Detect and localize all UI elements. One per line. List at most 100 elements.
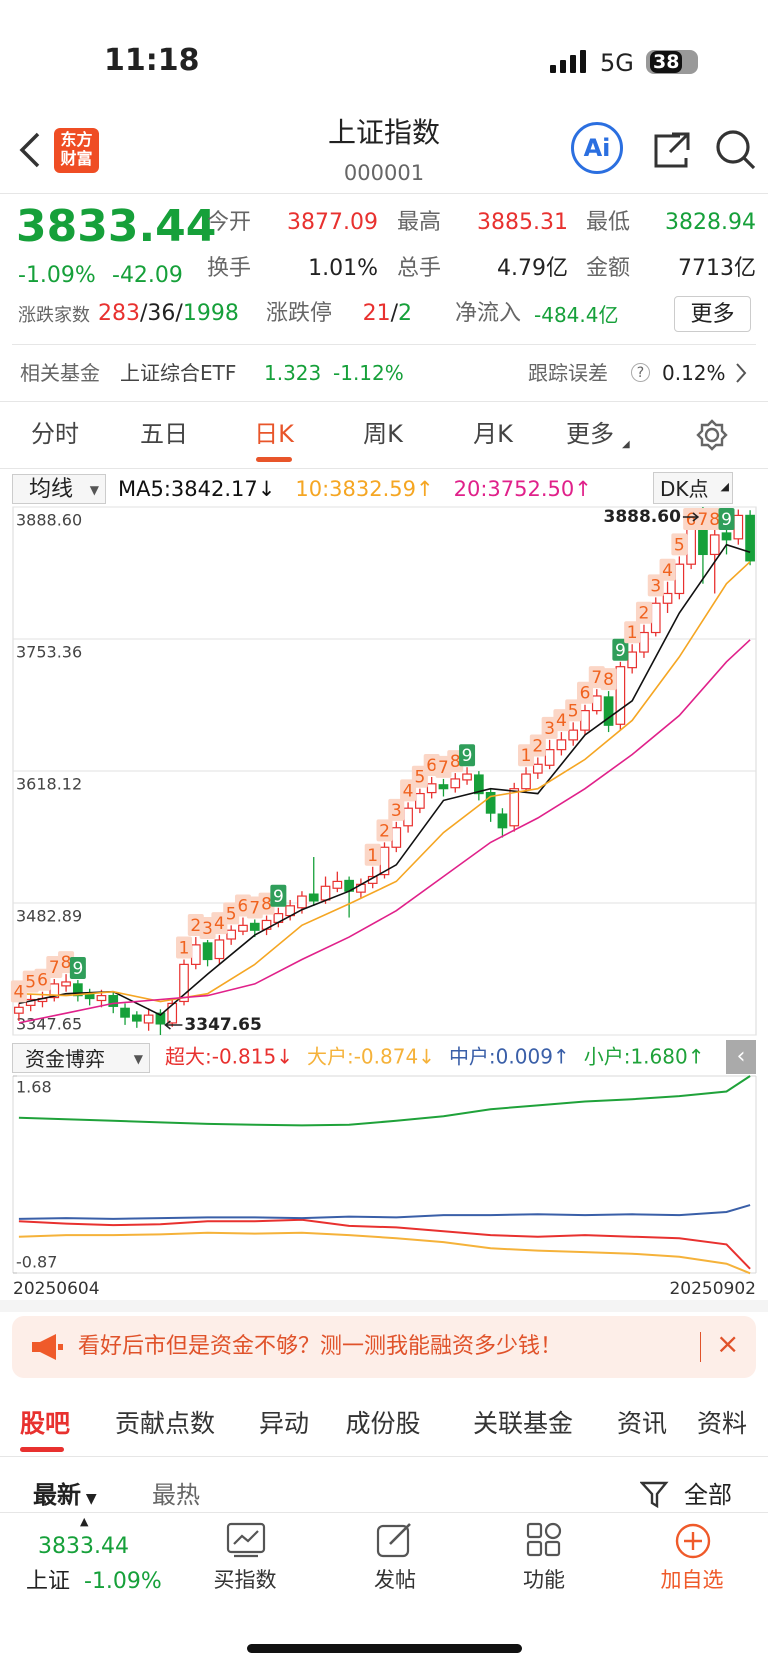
td-number: 4 (214, 914, 225, 934)
td-label: 6 (576, 681, 593, 704)
dk-button[interactable]: DK点 ◢ (653, 472, 733, 504)
bottom-action[interactable]: 加自选 (660, 1568, 724, 1592)
collapse-button[interactable]: ‹ (726, 1040, 756, 1074)
limit-label: 涨跌停 (266, 301, 333, 326)
candle-body (167, 1002, 178, 1024)
td-number: 5 (25, 973, 36, 993)
td-number: 5 (568, 701, 579, 721)
td-label: 9 (718, 508, 735, 530)
more-button[interactable]: 更多 (674, 296, 751, 332)
candle-body (320, 885, 331, 901)
td-label: 2 (376, 819, 393, 842)
td-label: 5 (671, 533, 688, 556)
bottom-action[interactable]: 买指数 (213, 1568, 277, 1592)
flow-indicator-name: 资金博弈 (25, 1047, 105, 1071)
flow-line (18, 1231, 751, 1275)
td-label: 1 (364, 843, 381, 866)
td-label: 2 (635, 601, 652, 624)
flow-indicator-select[interactable]: 资金博弈 ▼ (12, 1043, 150, 1073)
low-label: 3347.65 (184, 1015, 261, 1035)
period-tab[interactable]: 日K (254, 420, 294, 448)
flow-line (18, 1204, 751, 1220)
megaphone-icon (32, 1334, 63, 1360)
td-number: 9 (72, 959, 83, 979)
search-button[interactable] (714, 128, 758, 172)
td-badge (576, 681, 593, 704)
banner[interactable]: 看好后市但是资金不够？测一测我能融资多少钱！ × (12, 1316, 756, 1378)
sort-hot[interactable]: 最热 (152, 1481, 200, 1509)
banner-close[interactable]: × (716, 1327, 740, 1360)
field-label: 金额 (586, 256, 631, 281)
candle-body (403, 807, 413, 827)
candle-body (521, 773, 531, 790)
settings-button[interactable] (695, 418, 729, 452)
ai-button[interactable]: Ai (571, 122, 623, 174)
field-value: 1.01% (308, 256, 378, 281)
logo[interactable]: 东方 财富 (54, 128, 99, 173)
fund-name[interactable]: 上证综合ETF (120, 361, 237, 385)
td-number: 7 (438, 758, 449, 778)
bottom-action[interactable]: 发帖 (374, 1568, 416, 1592)
td-badge (376, 819, 393, 842)
candle-body (143, 1014, 154, 1024)
battery-level: 38 (650, 51, 683, 73)
sort-latest[interactable]: 最新 ▼ (33, 1481, 97, 1509)
filter-all[interactable]: 全部 (684, 1481, 732, 1509)
content-tab[interactable]: 成份股 (345, 1409, 421, 1438)
candle-body (214, 939, 225, 960)
bottom-action[interactable]: 功能 (523, 1568, 565, 1592)
share-button[interactable] (650, 128, 694, 172)
period-tab[interactable]: 五日 (140, 420, 188, 448)
y-tick-label: 3347.65 (16, 1015, 82, 1034)
period-tab[interactable]: 分时 (31, 420, 79, 448)
fund-change: -1.12% (333, 361, 404, 385)
breadth-up: 283 (98, 301, 140, 326)
breadth-label: 涨跌家数 (18, 305, 90, 326)
low-arrow (164, 1020, 183, 1030)
divider (12, 344, 756, 345)
content-tab[interactable]: 股吧 (19, 1409, 70, 1438)
legend-entry: 10:3832.59↑ (295, 477, 433, 501)
expand-indicator[interactable]: ▲ (80, 1515, 89, 1528)
y-tick-label: 3482.89 (16, 906, 82, 925)
divider (0, 193, 768, 194)
y-tick-label: 1.68 (16, 1078, 52, 1097)
td-number: 2 (379, 821, 390, 841)
period-tab[interactable]: 月K (473, 420, 513, 448)
period-tab[interactable]: 周K (363, 420, 403, 448)
td-number: 7 (49, 958, 60, 978)
td-number: 8 (261, 895, 272, 915)
indicator-select[interactable]: 均线 ▼ (12, 474, 106, 504)
td-badge (529, 734, 546, 757)
candle-body (61, 981, 71, 987)
content-tab[interactable]: 异动 (258, 1409, 309, 1438)
candle-body (179, 963, 189, 1003)
candle-body (485, 791, 496, 814)
content-tab[interactable]: 关联基金 (472, 1409, 573, 1438)
candle-body (96, 995, 107, 1002)
td-badge (635, 601, 652, 624)
td-number: 1 (367, 846, 378, 866)
td-badge (612, 638, 629, 661)
field-label: 最低 (586, 210, 631, 235)
field-label: 今开 (207, 210, 252, 235)
fund-price: 1.323 (264, 361, 322, 385)
filter-icon[interactable] (640, 1480, 670, 1510)
indicator-name: 均线 (29, 477, 74, 502)
content-tab[interactable]: 贡献点数 (114, 1409, 215, 1438)
td-number: 1 (627, 623, 638, 643)
flow-line (18, 1218, 751, 1270)
period-tab[interactable]: 更多 (566, 420, 614, 448)
help-icon[interactable]: ? (631, 363, 650, 382)
back-button[interactable] (18, 130, 42, 170)
divider (0, 1456, 768, 1457)
high-arrow (682, 512, 700, 522)
td-number: 6 (238, 897, 249, 917)
sort-latest-label: 最新 (33, 1481, 81, 1509)
divider (0, 401, 768, 402)
td-badge (671, 533, 688, 556)
content-tab[interactable]: 资讯 (616, 1409, 667, 1438)
content-tab[interactable]: 资料 (696, 1409, 747, 1438)
y-tick-label: 3888.60 (16, 511, 82, 530)
candle-body (709, 534, 720, 556)
